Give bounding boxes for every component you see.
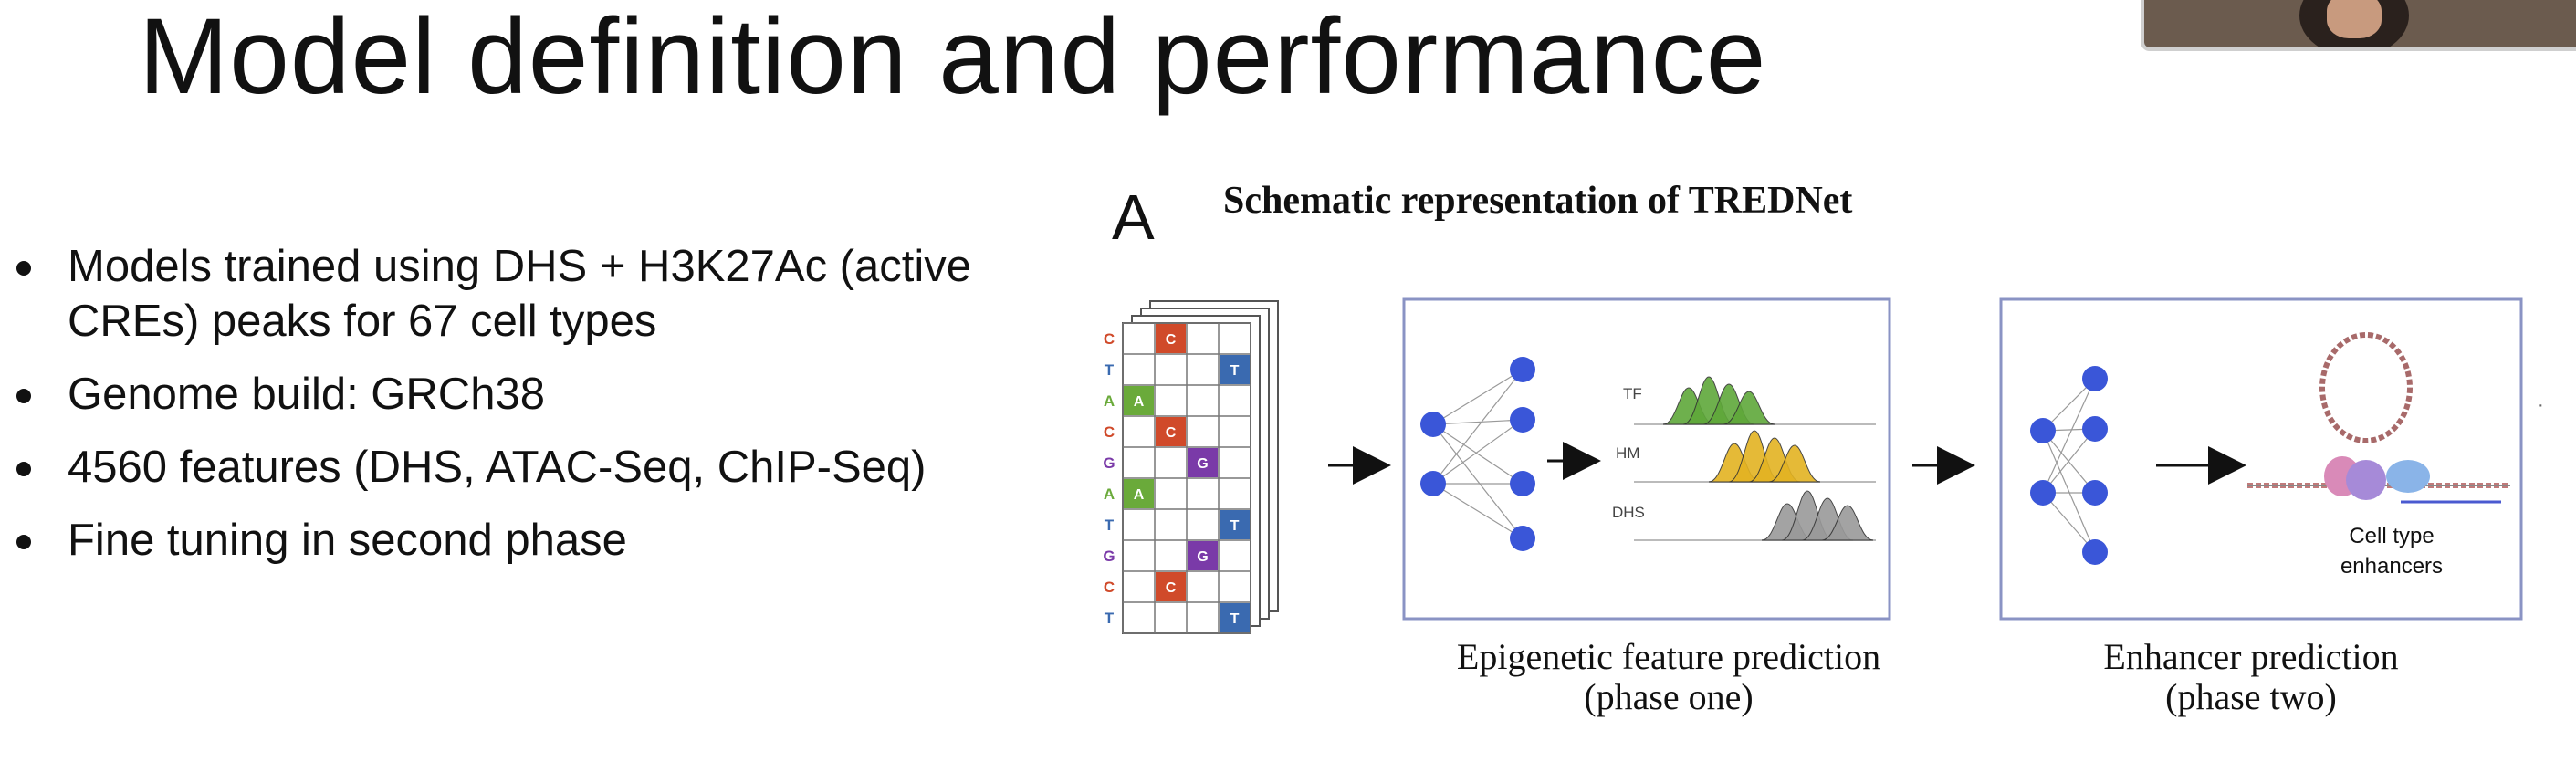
sequence-letter: C (1104, 330, 1115, 348)
onehot-cell-label: T (1230, 611, 1240, 627)
network-edge (2042, 428, 2096, 494)
webcam-thumbnail (2141, 0, 2576, 51)
onehot-cell-label: C (1166, 425, 1177, 441)
onehot-cell (1124, 479, 1154, 508)
bullet-dot-icon (16, 389, 31, 403)
onehot-cell (1124, 386, 1154, 415)
enhancer-label-line2: enhancers (2340, 554, 2443, 579)
onehot-cell (1220, 603, 1250, 632)
network-node (2030, 480, 2056, 506)
sequence-letter: T (1105, 516, 1115, 534)
bullet-dot-icon (16, 462, 31, 476)
onehot-cell (1156, 417, 1186, 446)
phase-two-caption-line2: (phase two) (2165, 676, 2337, 717)
network-node (1420, 412, 1446, 437)
bullet-item: Genome build: GRCh38 (16, 367, 984, 422)
network-node (2082, 366, 2108, 391)
onehot-cell (1220, 510, 1250, 539)
enhancer-loop-illustration: Cell type enhancers (2247, 332, 2510, 579)
peak (1821, 505, 1874, 541)
bullet-text: 4560 features (DHS, ATAC-Seq, ChIP-Seq) (68, 443, 927, 492)
peak (1768, 444, 1821, 483)
phase-two-network (2030, 366, 2108, 565)
bullet-dot-icon (16, 261, 31, 276)
phase-two-caption-line1: Enhancer prediction (2103, 636, 2399, 677)
phase-two-box (1999, 297, 2523, 621)
onehot-cell-label: T (1230, 518, 1240, 534)
onehot-cell (1188, 541, 1218, 570)
onehot-cell-label: G (1197, 549, 1208, 565)
phase-one-caption-line1: Epigenetic feature prediction (1456, 636, 1881, 677)
bullet-list: Models trained using DHS + H3K27Ac (acti… (16, 239, 984, 586)
edge-mark: · (2538, 395, 2544, 415)
onehot-cell (1220, 355, 1250, 384)
bullet-item: Models trained using DHS + H3K27Ac (acti… (16, 239, 984, 349)
network-node (2082, 416, 2108, 442)
phase-one-box (1402, 297, 1891, 621)
network-edge (2042, 492, 2096, 553)
sequence-letter: C (1104, 423, 1115, 441)
epigenetic-tracks: TF HM DHS (1612, 376, 1876, 541)
onehot-cell-label: C (1166, 580, 1177, 596)
presenter-face (2327, 0, 2382, 38)
bullet-item: Fine tuning in second phase (16, 513, 984, 568)
bullet-text: Models trained using DHS + H3K27Ac (acti… (68, 242, 972, 346)
network-edge (1432, 419, 1524, 485)
onehot-cell-label: T (1230, 363, 1240, 379)
panel-letter: A (1112, 182, 1155, 253)
enhancer-label-line1: Cell type (2349, 524, 2434, 548)
network-edge (1432, 483, 1524, 539)
track-label-dhs: DHS (1612, 504, 1645, 521)
bullet-dot-icon (16, 535, 31, 549)
network-edge (1432, 369, 1524, 485)
bullet-text: Fine tuning in second phase (68, 516, 627, 565)
onehot-cell (1188, 448, 1218, 477)
sequence-letter: A (1104, 485, 1115, 503)
phase-two-caption: Enhancer prediction (phase two) (2005, 637, 2497, 717)
peak (1723, 391, 1775, 425)
phase-one-caption: Epigenetic feature prediction (phase one… (1395, 637, 1942, 717)
sequence-letter: T (1105, 610, 1115, 627)
onehot-cell-label: A (1134, 394, 1145, 410)
track-label-hm: HM (1616, 444, 1639, 462)
sequence-letter: T (1105, 361, 1115, 379)
network-node (2082, 539, 2108, 565)
network-edge (1432, 423, 1524, 539)
slide-title: Model definition and performance (139, 0, 1767, 117)
bullet-text: Genome build: GRCh38 (68, 370, 545, 419)
network-node (1420, 471, 1446, 496)
network-node (1510, 407, 1535, 433)
network-edge (2042, 430, 2096, 494)
sequence-letter: G (1103, 548, 1115, 565)
network-edge (1432, 419, 1524, 425)
network-edge (2042, 378, 2096, 494)
sequence-letter: A (1104, 392, 1115, 410)
peak-shapes (1662, 376, 1874, 541)
bullet-item: 4560 features (DHS, ATAC-Seq, ChIP-Seq) (16, 440, 984, 495)
network-node (2030, 418, 2056, 443)
network-node (1510, 526, 1535, 551)
onehot-cell-label: G (1197, 456, 1208, 472)
network-edge (1432, 423, 1524, 485)
onehot-cell-label: A (1134, 487, 1145, 503)
figure-title: Schematic representation of TREDNet (1223, 180, 1853, 222)
network-edge (1432, 369, 1524, 425)
network-node (2082, 480, 2108, 506)
network-node (1510, 357, 1535, 382)
network-node (1510, 471, 1535, 496)
onehot-cell (1156, 324, 1186, 353)
onehot-cell-label: C (1166, 332, 1177, 348)
phase-one-network (1420, 357, 1535, 551)
track-label-tf: TF (1623, 385, 1642, 402)
onehot-grid: C T A C G A T G C T (1122, 322, 1251, 634)
network-edge (2042, 430, 2096, 553)
sequence-letter: C (1104, 579, 1115, 596)
onehot-cell (1156, 572, 1186, 601)
sequence-letter: G (1103, 454, 1115, 472)
phase-one-caption-line2: (phase one) (1584, 676, 1754, 717)
